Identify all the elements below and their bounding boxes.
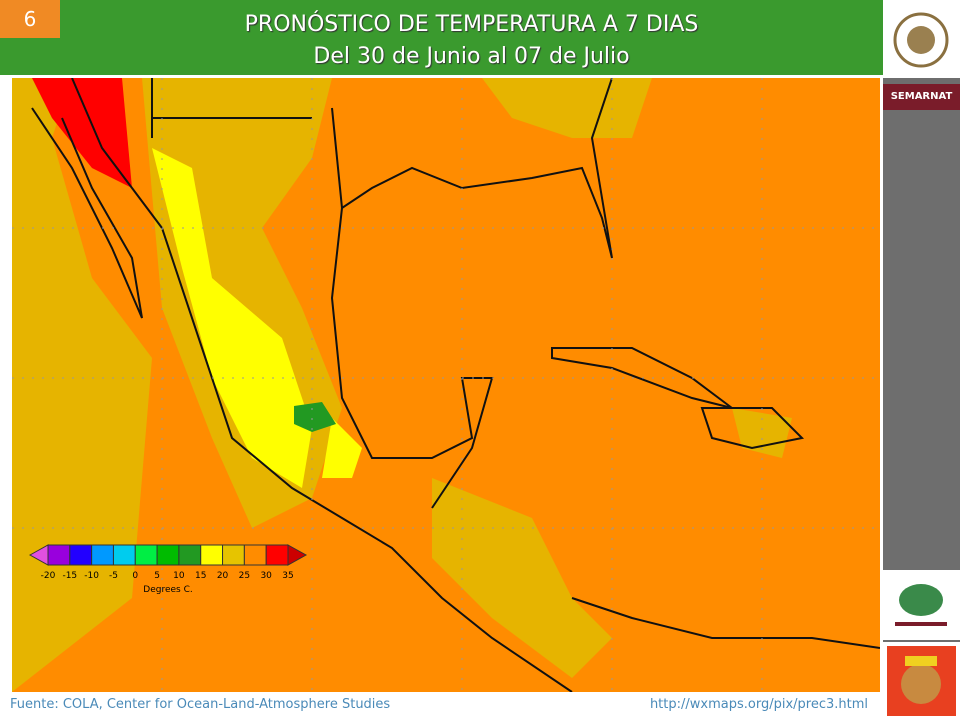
legend-cell [243, 544, 267, 566]
mascot [887, 646, 956, 716]
region-hot [32, 78, 132, 188]
source: Fuente: COLA, Center for Ocean-Land-Atmo… [10, 697, 391, 712]
legend-label: 0 [132, 571, 138, 581]
legend-label: 20 [217, 571, 229, 581]
slide-number: 6 [0, 0, 60, 38]
subtitle: Del 30 de Junio al 07 de Julio [313, 44, 630, 69]
region-warm [12, 78, 152, 692]
legend-label: 5 [154, 571, 160, 581]
region-mild [322, 418, 362, 478]
region-warm [732, 408, 792, 458]
region-warm [482, 78, 652, 138]
legend-cell [156, 544, 180, 566]
map: -20 -15 -10 -5 0 5 10 15 20 25 30 35 Degrees C. [12, 78, 880, 692]
legend-cell [112, 544, 136, 566]
legend-cell [91, 544, 114, 566]
region-cool [294, 402, 336, 432]
conafor-emblem [895, 584, 947, 626]
legend-label: 30 [260, 571, 272, 581]
legend: -20 -15 -10 -5 0 5 10 15 20 25 30 35 Degrees C. [28, 544, 308, 595]
legend-label: 15 [195, 571, 206, 581]
title: PRONÓSTICO DE TEMPERATURA A 7 DIAS [244, 12, 699, 37]
agency-bar: SEMARNAT [883, 84, 960, 110]
sidebar [883, 0, 960, 720]
legend-cell [200, 544, 224, 566]
emblem [893, 12, 949, 68]
source-url: http://wxmaps.org/pix/prec3.html [649, 697, 868, 712]
legend-label: 10 [173, 571, 185, 581]
legend-label: 35 [282, 571, 293, 581]
legend-label: -20 [41, 571, 56, 581]
coastlines [31, 78, 880, 692]
legend-cell [134, 544, 158, 566]
legend-cell [222, 544, 245, 566]
legend-label: -5 [109, 571, 118, 581]
legend-label: 25 [239, 571, 250, 581]
legend-unit: Degrees C. [143, 585, 192, 595]
legend-cell [69, 544, 93, 566]
legend-cell [265, 544, 289, 566]
legend-cell [178, 544, 202, 566]
legend-label: -10 [84, 571, 99, 581]
legend-cell [47, 544, 71, 566]
conafor-logo [883, 570, 960, 640]
header-bar [0, 0, 883, 75]
region-mild [152, 148, 312, 488]
mascot-box [883, 642, 960, 720]
logo-box [883, 0, 960, 78]
legend-over [287, 544, 308, 566]
legend-label: -15 [62, 571, 77, 581]
region-warm [432, 478, 612, 678]
